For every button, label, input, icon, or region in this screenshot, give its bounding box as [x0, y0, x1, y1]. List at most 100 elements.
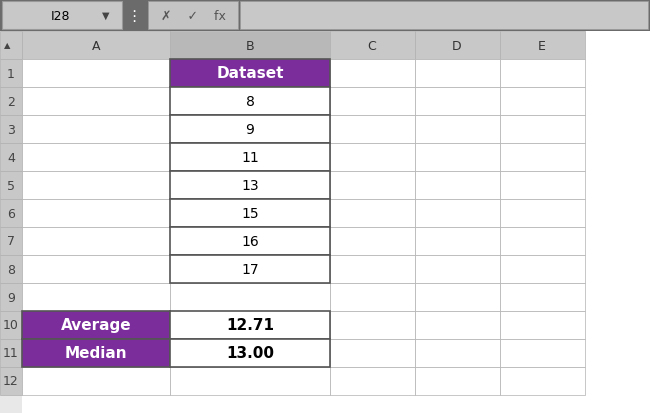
- Text: 5: 5: [7, 179, 15, 192]
- Bar: [0, 0, 650, 32]
- Bar: [500, 171, 585, 199]
- Text: A: A: [92, 39, 100, 52]
- Bar: [170, 255, 330, 283]
- Bar: [170, 339, 330, 367]
- Text: 12.71: 12.71: [226, 318, 274, 333]
- Bar: [170, 311, 330, 339]
- Bar: [415, 311, 500, 339]
- Bar: [415, 283, 500, 311]
- Bar: [170, 144, 330, 171]
- Bar: [330, 32, 415, 60]
- Bar: [170, 60, 330, 88]
- Bar: [415, 171, 500, 199]
- Bar: [500, 32, 585, 60]
- Bar: [22, 144, 170, 171]
- Text: 8: 8: [246, 95, 254, 109]
- Bar: [22, 228, 170, 255]
- Bar: [330, 228, 415, 255]
- Text: 3: 3: [7, 123, 15, 136]
- Bar: [415, 116, 500, 144]
- Text: ▲: ▲: [4, 41, 10, 50]
- Bar: [170, 255, 330, 283]
- Bar: [330, 60, 415, 88]
- Bar: [170, 199, 330, 228]
- Bar: [170, 144, 330, 171]
- Bar: [170, 60, 330, 88]
- Bar: [0, 171, 22, 199]
- Text: ✗    ✓    fx: ✗ ✓ fx: [161, 9, 226, 22]
- Text: 7: 7: [7, 235, 15, 248]
- Bar: [500, 283, 585, 311]
- Text: C: C: [368, 39, 376, 52]
- Bar: [0, 228, 22, 255]
- Text: Median: Median: [65, 346, 127, 361]
- Text: 12: 12: [3, 375, 19, 387]
- Bar: [0, 199, 22, 228]
- Bar: [22, 255, 170, 283]
- Bar: [240, 2, 648, 30]
- Text: Dataset: Dataset: [216, 66, 284, 81]
- Bar: [170, 171, 330, 199]
- Bar: [330, 171, 415, 199]
- Text: 13.00: 13.00: [226, 346, 274, 361]
- Bar: [0, 60, 22, 88]
- Text: 13: 13: [241, 178, 259, 192]
- Bar: [0, 144, 22, 171]
- Bar: [330, 367, 415, 395]
- Text: 10: 10: [3, 319, 19, 332]
- Bar: [22, 311, 170, 339]
- Bar: [170, 32, 330, 60]
- Bar: [22, 311, 170, 339]
- Bar: [0, 311, 22, 339]
- Bar: [22, 116, 170, 144]
- Bar: [500, 367, 585, 395]
- Bar: [415, 144, 500, 171]
- Bar: [170, 116, 330, 144]
- Text: I28: I28: [50, 9, 70, 22]
- Bar: [500, 339, 585, 367]
- Bar: [2, 2, 122, 30]
- Bar: [415, 255, 500, 283]
- Bar: [415, 228, 500, 255]
- Bar: [0, 116, 22, 144]
- Text: ▼: ▼: [102, 11, 110, 21]
- Bar: [170, 116, 330, 144]
- Text: 15: 15: [241, 206, 259, 221]
- Bar: [415, 199, 500, 228]
- Bar: [330, 116, 415, 144]
- Bar: [22, 171, 170, 199]
- Bar: [415, 339, 500, 367]
- Text: 11: 11: [3, 347, 19, 360]
- Bar: [500, 228, 585, 255]
- Bar: [148, 2, 238, 30]
- Text: Average: Average: [60, 318, 131, 333]
- Text: 6: 6: [7, 207, 15, 220]
- Bar: [22, 367, 170, 395]
- Bar: [500, 199, 585, 228]
- Bar: [0, 255, 22, 283]
- Text: 16: 16: [241, 235, 259, 248]
- Bar: [330, 255, 415, 283]
- Bar: [0, 339, 22, 367]
- Bar: [0, 32, 22, 60]
- Text: 1: 1: [7, 67, 15, 80]
- Bar: [330, 339, 415, 367]
- Bar: [170, 228, 330, 255]
- Bar: [170, 311, 330, 339]
- Bar: [415, 60, 500, 88]
- Text: B: B: [246, 39, 254, 52]
- Bar: [170, 88, 330, 116]
- Bar: [170, 228, 330, 255]
- Bar: [22, 88, 170, 116]
- Bar: [170, 283, 330, 311]
- Bar: [330, 283, 415, 311]
- Bar: [330, 311, 415, 339]
- Bar: [500, 116, 585, 144]
- Text: 11: 11: [241, 151, 259, 165]
- Bar: [0, 283, 22, 311]
- Bar: [0, 88, 22, 116]
- Bar: [330, 144, 415, 171]
- Bar: [170, 88, 330, 116]
- Text: ⋮: ⋮: [126, 9, 142, 24]
- Text: 9: 9: [246, 123, 254, 137]
